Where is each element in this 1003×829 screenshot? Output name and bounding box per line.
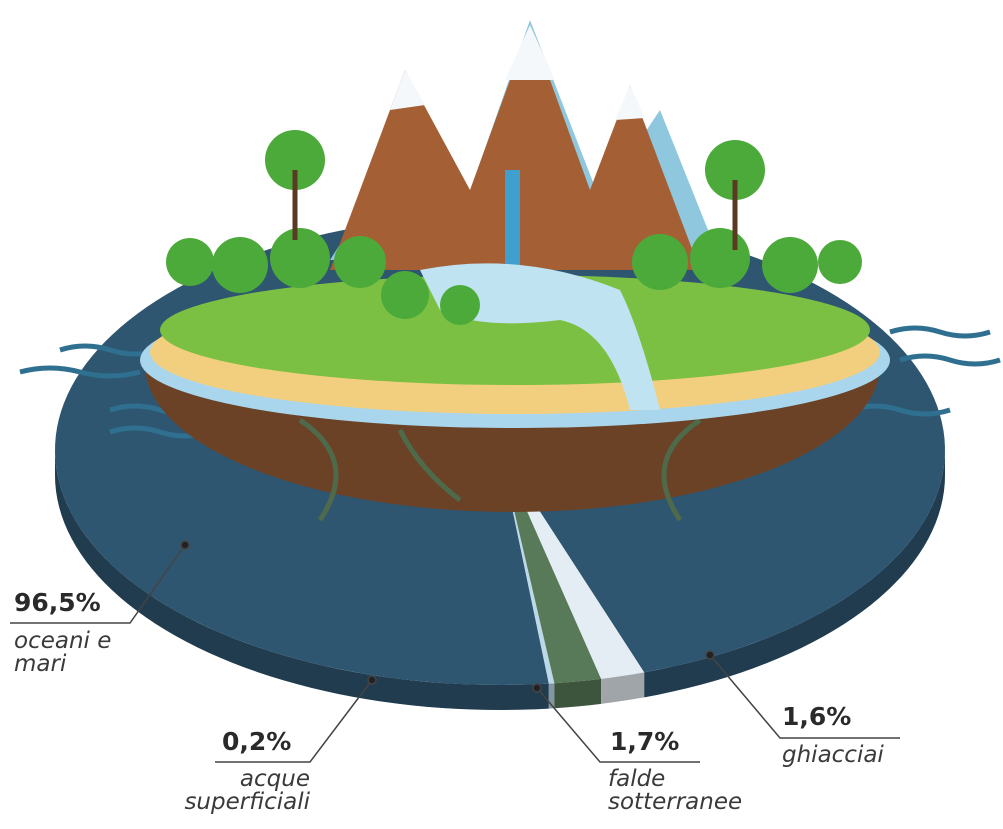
category-label: acque superficiali <box>184 766 310 815</box>
category-label: oceani e mari <box>14 628 112 677</box>
slice-side <box>548 683 555 709</box>
leader-lines <box>10 540 900 763</box>
slice-side <box>601 672 645 704</box>
slice-side <box>554 678 602 709</box>
slice-side-shade <box>554 678 602 709</box>
slice-side-shade <box>548 683 555 709</box>
value-label: 1,6% <box>782 702 852 731</box>
slice-side <box>644 450 945 698</box>
category-label: ghiacciai <box>782 742 884 768</box>
slice-side-shade <box>601 672 645 704</box>
value-label: 1,7% <box>610 727 680 756</box>
category-label: falde sotterranee <box>608 766 743 815</box>
island-illustration <box>19 20 1001 522</box>
slice-side-shade <box>644 450 945 698</box>
value-label: 96,5% <box>14 588 101 617</box>
value-label: 0,2% <box>222 727 292 756</box>
